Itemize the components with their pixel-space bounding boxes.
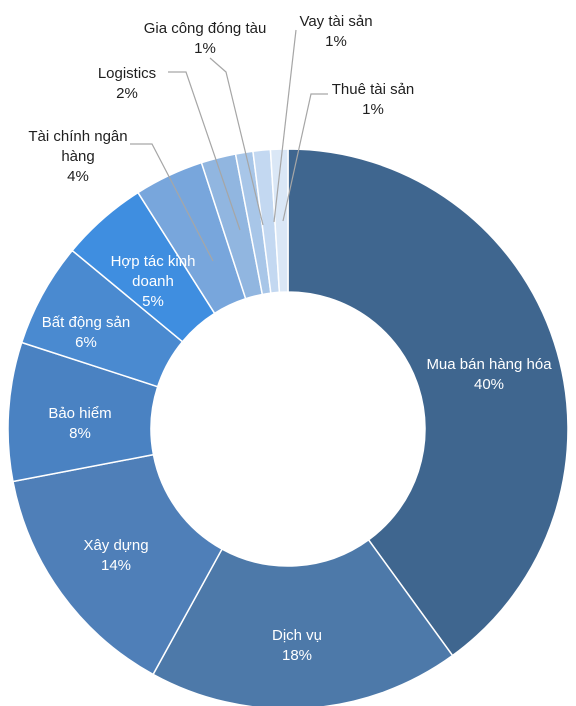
slice-xay-dung	[12, 453, 224, 676]
slice-label-dich-vu: Dịch vụ 18%	[272, 627, 322, 664]
slice-category-label: Mua bán hàng hóa	[426, 356, 552, 373]
slice-category-label: Hợp tác kinh	[111, 253, 196, 270]
slice-category-label: hàng	[61, 148, 94, 165]
slice-category-label: Gia công đóng tàu	[144, 20, 267, 37]
slice-category-label: Vay tài sản	[299, 13, 372, 30]
slice-label-thue-tai-san: Thuê tài sản 1%	[332, 81, 415, 118]
slice-category-label: Xây dựng	[83, 537, 148, 554]
slice-category-label: Tài chính ngân	[28, 128, 127, 145]
slice-label-vay-tai-san: Vay tài sản 1%	[299, 13, 372, 50]
slice-value-label: 4%	[67, 168, 89, 185]
slice-label-logistics: Logistics 2%	[98, 65, 156, 102]
slice-mua-ban-hang-hoa	[287, 148, 569, 657]
slice-labels: Mua bán hàng hóa 40% Dịch vụ 18% Xây dựng 14%…	[28, 13, 552, 664]
slice-value-label: 40%	[474, 376, 504, 393]
slice-label-tai-chinh-ngan-hang: Tài chính ngân hàng 4%	[28, 128, 127, 185]
slice-value-label: 1%	[325, 33, 347, 50]
slice-label-gia-cong-dong-tau: Gia công đóng tàu 1%	[144, 20, 267, 57]
slice-label-mua-ban-hang-hoa: Mua bán hàng hóa 40%	[426, 356, 552, 393]
slice-category-label: Bất động sản	[42, 314, 130, 331]
slice-value-label: 1%	[194, 40, 216, 57]
slice-value-label: 1%	[362, 101, 384, 118]
slice-value-label: 14%	[101, 557, 131, 574]
donut-slices	[7, 148, 569, 706]
leader-line-gia-cong-dong-tau	[209, 57, 264, 226]
slice-category-label: Thuê tài sản	[332, 81, 415, 98]
slice-value-label: 2%	[116, 85, 138, 102]
leader-line-thue-tai-san	[282, 93, 328, 222]
slice-label-xay-dung: Xây dựng 14%	[83, 537, 148, 574]
slice-value-label: 5%	[142, 293, 164, 310]
leader-line-tai-chinh-ngan-hang	[130, 143, 214, 262]
leader-lines	[130, 29, 328, 262]
leader-line-vay-tai-san	[273, 29, 297, 223]
slice-value-label: 6%	[75, 334, 97, 351]
slice-category-label: Dịch vụ	[272, 627, 322, 644]
slice-label-bat-dong-san: Bất động sản 6%	[42, 314, 130, 351]
slice-value-label: 8%	[69, 425, 91, 442]
slice-category-label: Bảo hiểm	[48, 405, 111, 422]
slice-value-label: 18%	[282, 647, 312, 664]
leader-line-logistics	[168, 71, 241, 231]
slice-label-bao-hiem: Bảo hiểm 8%	[48, 405, 111, 442]
slice-category-label: Logistics	[98, 65, 156, 82]
slice-thue-tai-san	[269, 148, 289, 294]
slice-category-label: doanh	[132, 273, 174, 290]
slice-dich-vu	[152, 538, 454, 706]
slice-label-hop-tac-kinh-doanh: Hợp tác kinh doanh 5%	[111, 253, 196, 310]
